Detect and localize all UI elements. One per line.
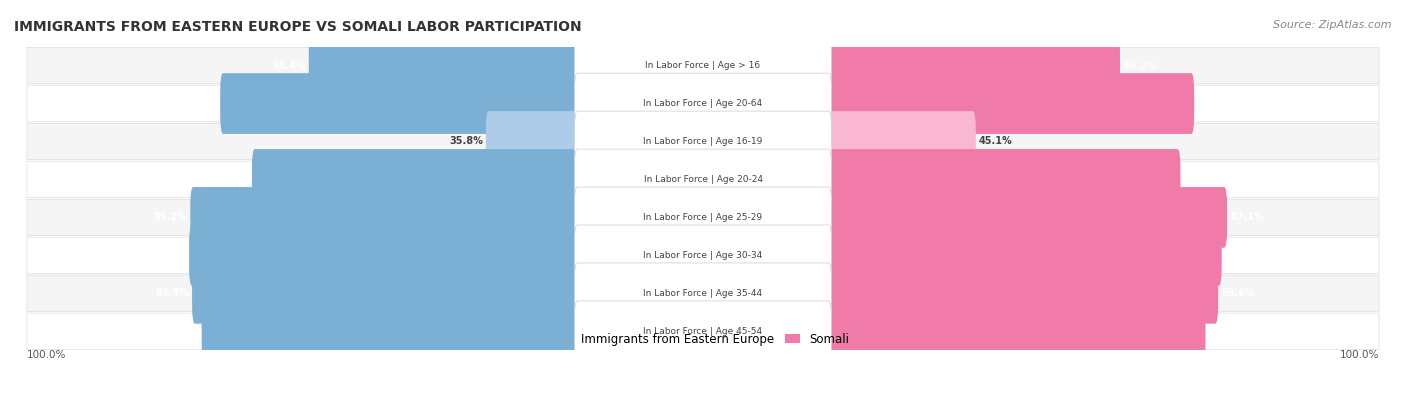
Text: 45.1%: 45.1% — [979, 137, 1012, 147]
FancyBboxPatch shape — [575, 35, 831, 96]
FancyBboxPatch shape — [486, 111, 706, 172]
FancyBboxPatch shape — [221, 73, 706, 134]
Text: 81.6%: 81.6% — [1197, 98, 1232, 109]
FancyBboxPatch shape — [700, 301, 1205, 362]
Text: In Labor Force | Age 20-64: In Labor Force | Age 20-64 — [644, 99, 762, 108]
Text: 35.8%: 35.8% — [449, 137, 482, 147]
Text: 84.9%: 84.9% — [155, 288, 188, 298]
Text: In Labor Force | Age 45-54: In Labor Force | Age 45-54 — [644, 327, 762, 336]
FancyBboxPatch shape — [575, 263, 831, 324]
FancyBboxPatch shape — [252, 149, 706, 210]
FancyBboxPatch shape — [575, 301, 831, 362]
FancyBboxPatch shape — [27, 313, 1379, 350]
Text: 65.4%: 65.4% — [271, 60, 305, 71]
FancyBboxPatch shape — [575, 149, 831, 210]
FancyBboxPatch shape — [575, 225, 831, 286]
Text: In Labor Force | Age > 16: In Labor Force | Age > 16 — [645, 61, 761, 70]
FancyBboxPatch shape — [700, 73, 1194, 134]
Text: In Labor Force | Age 25-29: In Labor Force | Age 25-29 — [644, 213, 762, 222]
Text: In Labor Force | Age 16-19: In Labor Force | Age 16-19 — [644, 137, 762, 146]
Text: 85.4%: 85.4% — [152, 250, 186, 260]
FancyBboxPatch shape — [27, 47, 1379, 84]
FancyBboxPatch shape — [700, 111, 976, 172]
Legend: Immigrants from Eastern Europe, Somali: Immigrants from Eastern Europe, Somali — [553, 328, 853, 350]
FancyBboxPatch shape — [700, 187, 1227, 248]
FancyBboxPatch shape — [309, 35, 706, 96]
Text: In Labor Force | Age 30-34: In Labor Force | Age 30-34 — [644, 251, 762, 260]
Text: 79.3%: 79.3% — [1184, 175, 1218, 184]
FancyBboxPatch shape — [188, 225, 706, 286]
Text: 85.2%: 85.2% — [153, 213, 187, 222]
Text: 100.0%: 100.0% — [27, 350, 66, 360]
FancyBboxPatch shape — [27, 199, 1379, 236]
FancyBboxPatch shape — [700, 225, 1222, 286]
Text: 83.3%: 83.3% — [165, 326, 198, 336]
Text: 86.2%: 86.2% — [1225, 250, 1258, 260]
Text: 100.0%: 100.0% — [1340, 350, 1379, 360]
FancyBboxPatch shape — [27, 123, 1379, 160]
Text: In Labor Force | Age 20-24: In Labor Force | Age 20-24 — [644, 175, 762, 184]
FancyBboxPatch shape — [575, 187, 831, 248]
FancyBboxPatch shape — [700, 263, 1218, 324]
Text: 74.9%: 74.9% — [215, 175, 249, 184]
FancyBboxPatch shape — [27, 85, 1379, 122]
Text: 69.2%: 69.2% — [1123, 60, 1157, 71]
FancyBboxPatch shape — [201, 301, 706, 362]
Text: 83.5%: 83.5% — [1209, 326, 1243, 336]
FancyBboxPatch shape — [27, 237, 1379, 274]
FancyBboxPatch shape — [27, 161, 1379, 198]
FancyBboxPatch shape — [193, 263, 706, 324]
Text: In Labor Force | Age 35-44: In Labor Force | Age 35-44 — [644, 289, 762, 298]
Text: 87.1%: 87.1% — [1230, 213, 1264, 222]
Text: 80.2%: 80.2% — [183, 98, 217, 109]
FancyBboxPatch shape — [700, 35, 1121, 96]
FancyBboxPatch shape — [27, 275, 1379, 312]
FancyBboxPatch shape — [575, 73, 831, 134]
FancyBboxPatch shape — [190, 187, 706, 248]
Text: IMMIGRANTS FROM EASTERN EUROPE VS SOMALI LABOR PARTICIPATION: IMMIGRANTS FROM EASTERN EUROPE VS SOMALI… — [14, 20, 582, 34]
Text: Source: ZipAtlas.com: Source: ZipAtlas.com — [1274, 20, 1392, 30]
FancyBboxPatch shape — [700, 149, 1181, 210]
Text: 85.6%: 85.6% — [1220, 288, 1256, 298]
FancyBboxPatch shape — [575, 111, 831, 172]
